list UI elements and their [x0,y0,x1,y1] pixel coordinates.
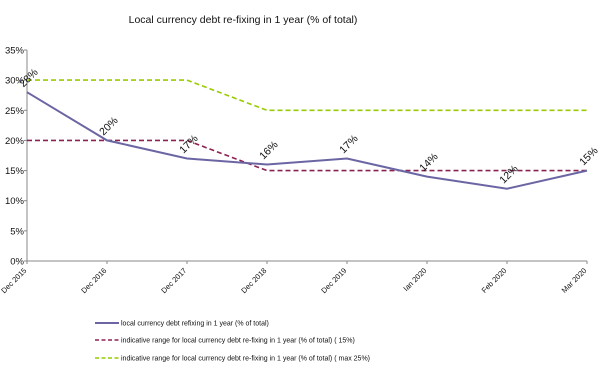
legend: local currency debt refixing in 1 year (… [95,321,370,363]
x-tick-label: Mar 2020 [560,266,589,295]
y-tick-label: 0% [10,257,24,268]
y-tick-label: 5% [10,226,24,237]
data-label: 20% [97,115,120,138]
data-labels: 28%20%17% 16% 17%14%12%15% [17,66,600,186]
series-line-2 [27,139,587,172]
x-tick-label: Dec 2015 [0,266,28,295]
data-label: 17% [177,133,200,156]
data-label: 14% [417,151,440,174]
y-tick-label: 20% [5,136,25,147]
data-label: 15% [577,145,600,168]
y-tick-label: 10% [5,196,25,207]
series-line-1 [26,91,588,190]
x-tick-label: Dec 2017 [159,266,188,295]
x-tick-label: Dec 2019 [319,266,348,295]
y-tick-label: 25% [5,106,25,117]
data-label: 16% [257,139,280,162]
data-label: 17% [337,133,360,156]
y-tick-label: 15% [5,166,25,177]
x-tick-label: Feb 2020 [480,266,509,295]
legend-label-2: indicative range for local currency debt… [121,338,355,345]
chart-title: Local currency debt re-fixing in 1 year … [129,14,358,26]
data-label: 12% [497,163,520,186]
x-tick-label: Dec 2016 [79,266,108,295]
legend-label-3: indicative range for local currency debt… [121,356,370,363]
x-tick-label: Ian 2020 [401,266,428,293]
legend-label-1: local currency debt refixing in 1 year (… [121,321,269,328]
y-tick-label: 35% [5,46,25,57]
series-layer [26,79,588,190]
y-tick-label: 30% [5,76,25,87]
series-line-3 [27,79,587,112]
x-tick-label: Dec 2018 [239,266,268,295]
